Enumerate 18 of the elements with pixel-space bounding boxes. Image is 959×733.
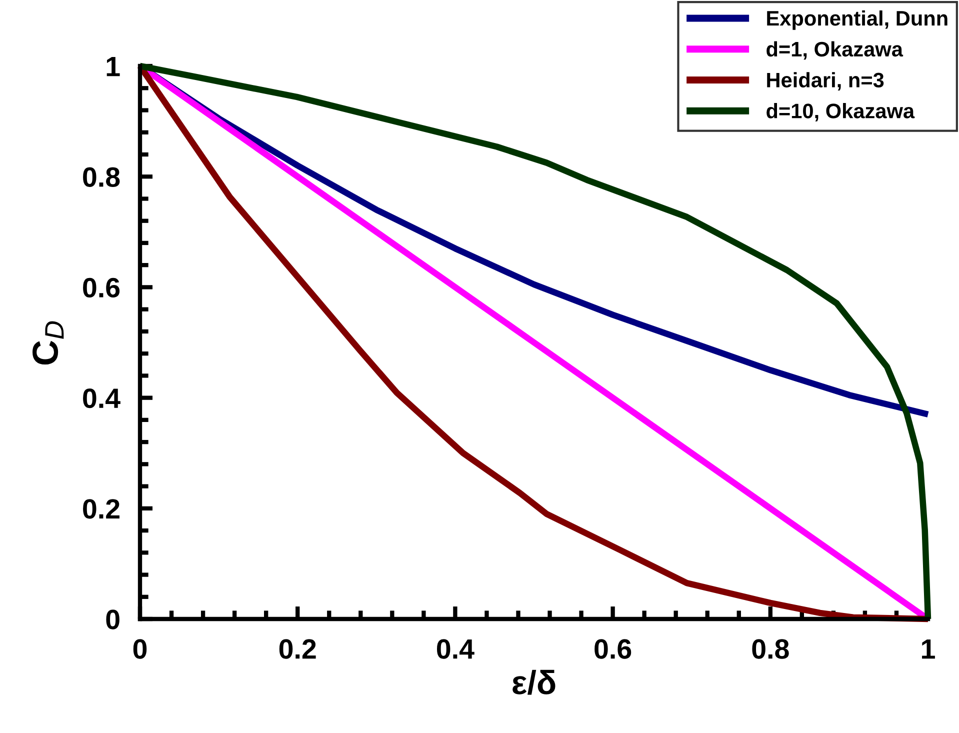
y-axis-title: C$_{D}$	[32, 321, 64, 364]
x-tick-label: 0.6	[594, 639, 632, 659]
legend-label: d=1, Okazawa	[766, 41, 904, 60]
x-tick-label: 0	[133, 639, 147, 659]
y-tick-label: 0.8	[83, 167, 120, 187]
legend-label: Heidari, n=3	[767, 72, 884, 90]
x-tick-label: 0.8	[752, 639, 789, 659]
y-tick-label: 0.4	[83, 388, 120, 408]
y-tick-label: 1	[106, 56, 120, 76]
legend-label: Exponential, Dunn	[767, 10, 948, 30]
y-tick-label: 0.2	[83, 499, 120, 519]
x-tick-label: 1	[922, 639, 935, 659]
y-tick-label: 0.6	[83, 278, 120, 298]
x-tick-label: 0.2	[279, 639, 316, 659]
x-axis-title: ε/δ	[512, 670, 556, 695]
legend-label: d=10, Okazawa	[766, 103, 915, 122]
y-tick-label: 0	[106, 610, 120, 630]
x-tick-label: 0.4	[436, 639, 474, 659]
